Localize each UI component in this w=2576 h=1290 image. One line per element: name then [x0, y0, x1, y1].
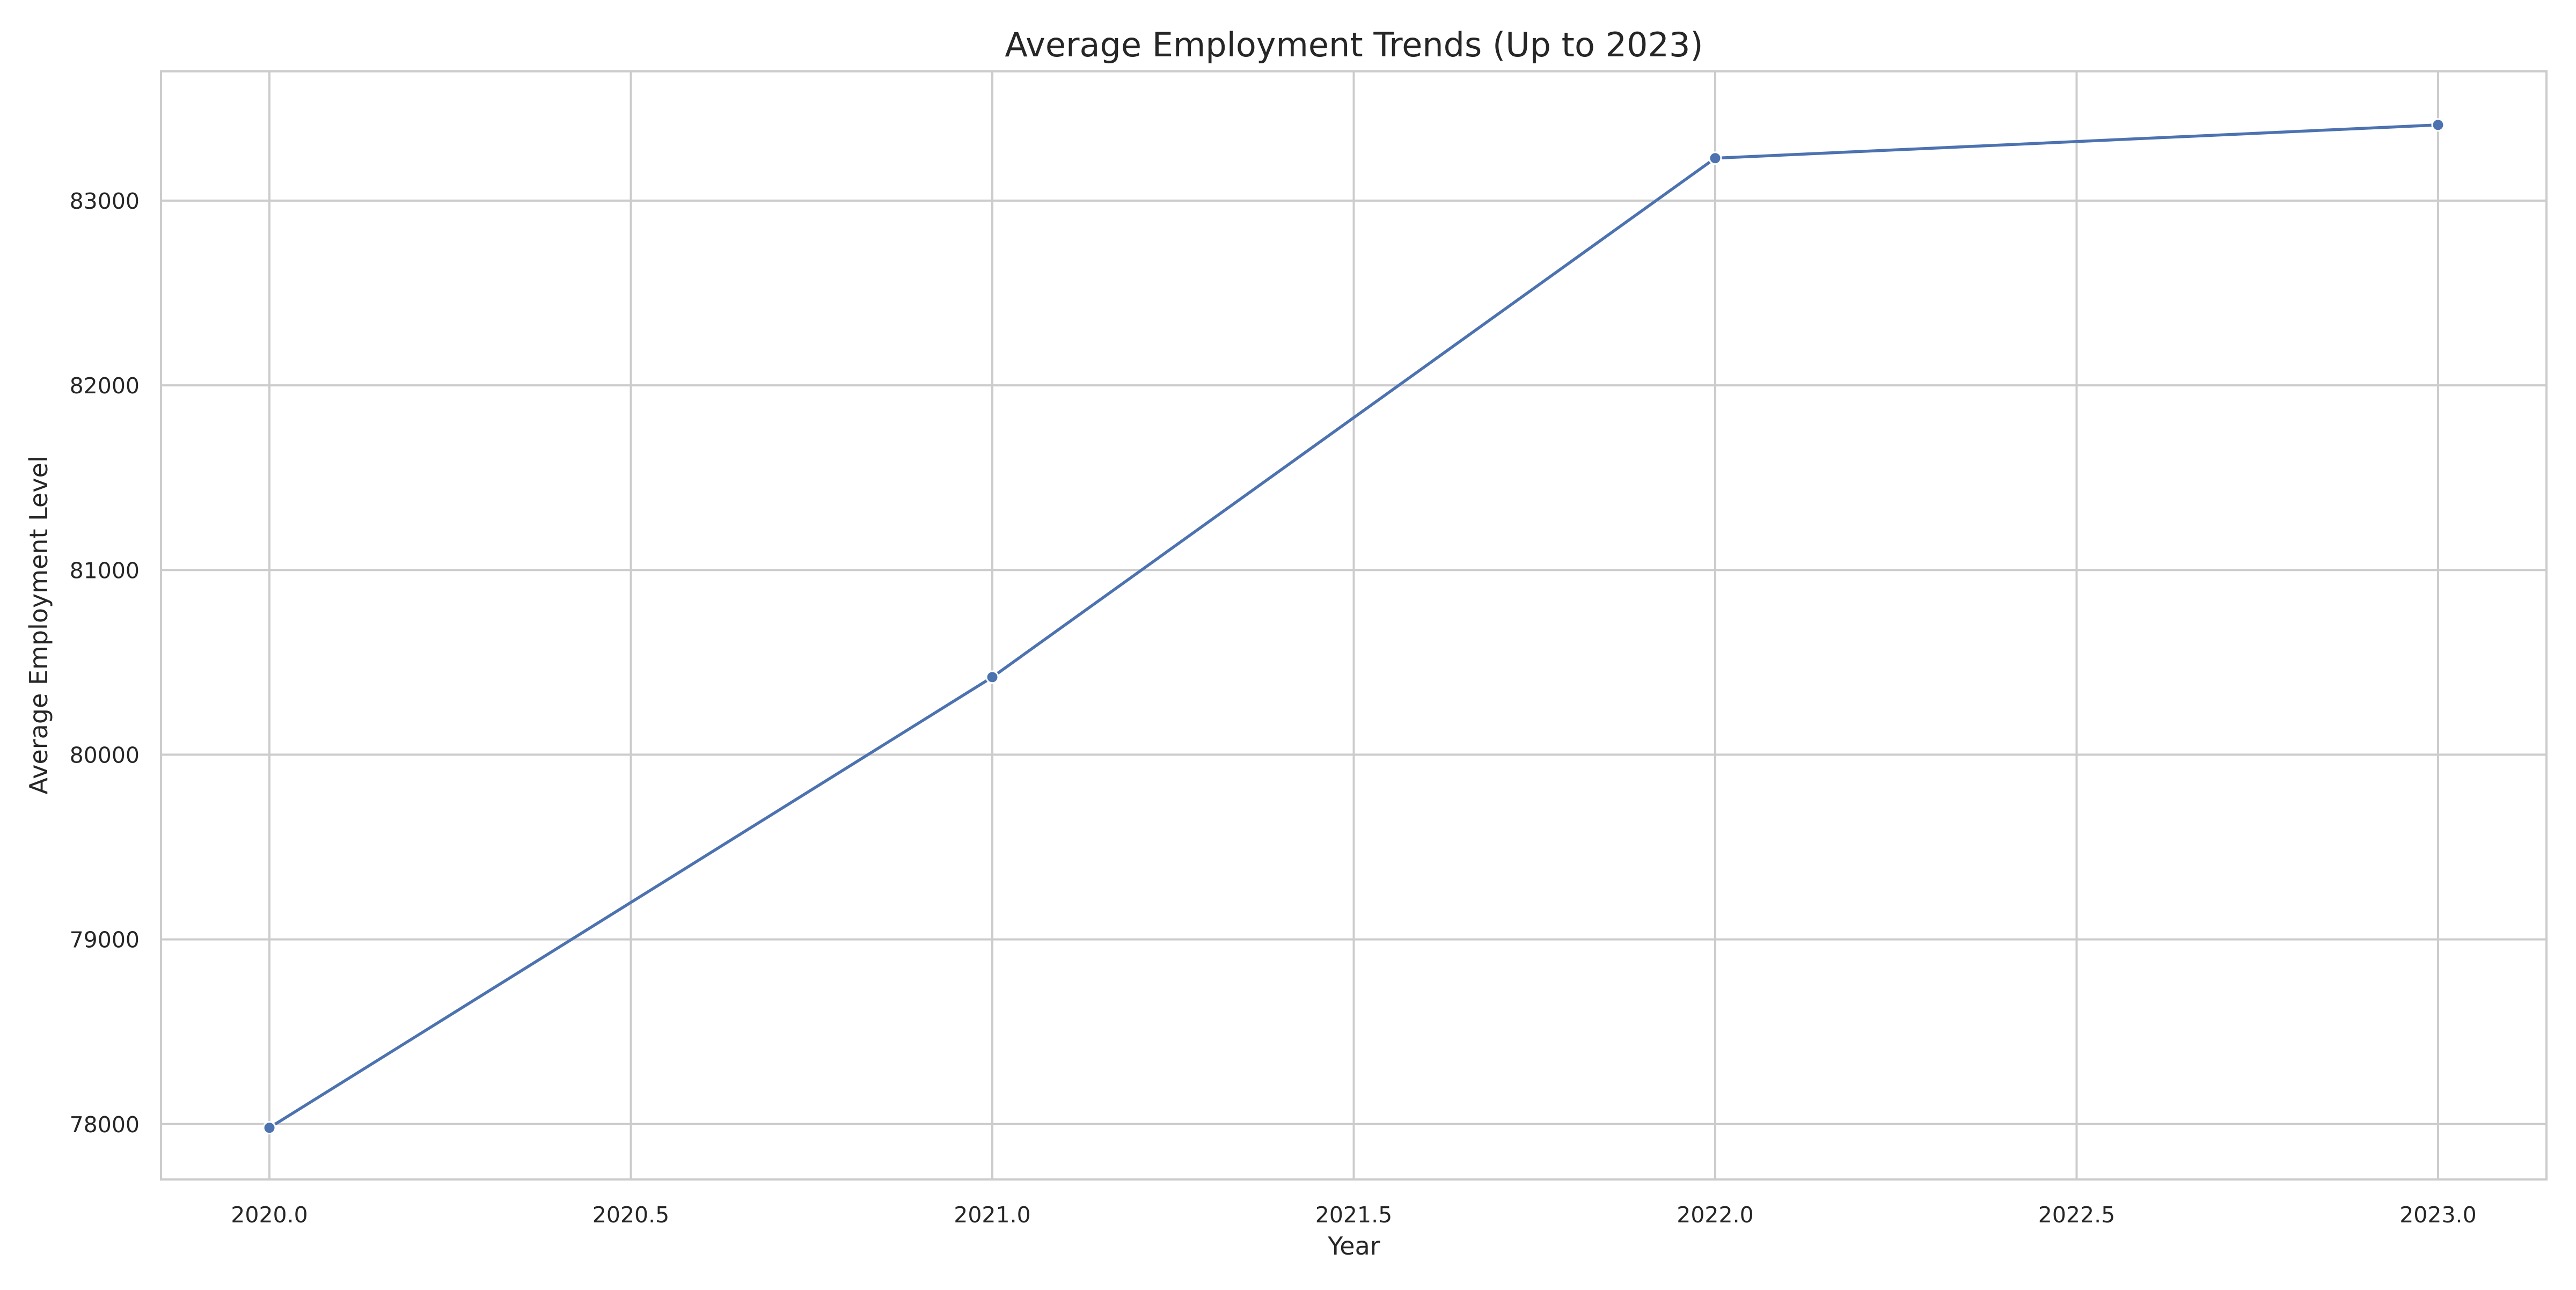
- series-line: [268, 123, 2440, 1130]
- data-point: [1708, 151, 1722, 165]
- series-layer: [262, 118, 2445, 1135]
- x-tick-label: 2022.0: [1677, 1202, 1753, 1228]
- plot-frame: [160, 70, 2548, 1181]
- x-tick-label: 2021.5: [1315, 1202, 1392, 1228]
- x-tick-label: 2020.5: [592, 1202, 669, 1228]
- x-tick-label: 2020.0: [231, 1202, 308, 1228]
- y-tick-label: 78000: [70, 1112, 140, 1138]
- y-tick-label: 80000: [70, 742, 140, 768]
- x-tick-label: 2022.5: [2038, 1202, 2115, 1228]
- y-tick-label: 82000: [70, 373, 140, 399]
- grid: [161, 71, 2546, 1179]
- y-tick-label: 79000: [70, 927, 140, 953]
- x-tick-label: 2021.0: [954, 1202, 1030, 1228]
- chart-title: Average Employment Trends (Up to 2023): [1005, 25, 1703, 64]
- y-tick-label: 83000: [70, 188, 140, 214]
- data-point: [262, 1121, 276, 1135]
- data-point: [2431, 118, 2445, 132]
- x-axis-label: Year: [1327, 1232, 1380, 1260]
- y-axis-label: Average Employment Level: [24, 456, 53, 794]
- tick-labels: 2020.0 2020.5 2021.0 2021.5 2022.0 2022.5 2023…: [70, 188, 2477, 1228]
- y-tick-label: 81000: [70, 558, 140, 583]
- x-tick-label: 2023.0: [2399, 1202, 2476, 1228]
- data-point: [985, 670, 999, 684]
